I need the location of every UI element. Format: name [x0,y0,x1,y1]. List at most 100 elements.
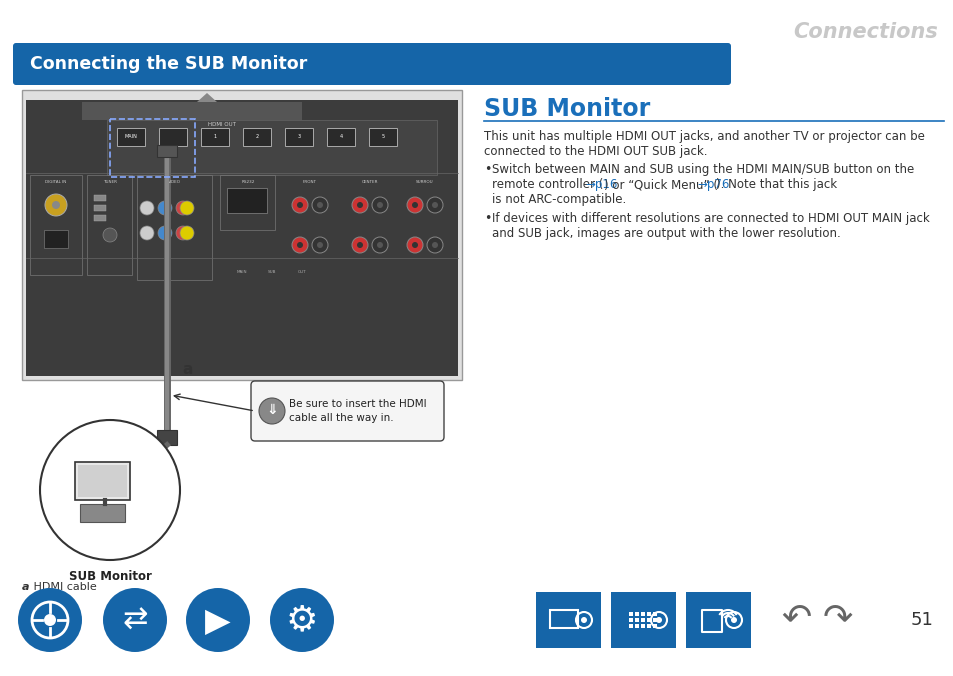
Text: connected to the HDMI OUT SUB jack.: connected to the HDMI OUT SUB jack. [483,145,707,158]
Circle shape [580,617,586,623]
Circle shape [40,420,180,560]
Bar [685,592,750,648]
Bar [157,145,177,157]
Circle shape [656,617,661,623]
Text: ) or “Quick Menu” (: ) or “Quick Menu” ( [603,178,721,191]
Bar [94,195,106,201]
Bar [243,128,271,146]
Text: 3: 3 [297,135,300,139]
Text: Connecting the SUB Monitor: Connecting the SUB Monitor [30,55,307,73]
Circle shape [372,197,388,213]
Text: ⇓: ⇓ [266,403,277,417]
Text: If devices with different resolutions are connected to HDMI OUT MAIN jack: If devices with different resolutions ar… [492,212,929,225]
Circle shape [312,197,328,213]
Text: MAIN: MAIN [125,135,137,139]
Text: →p16: →p16 [585,178,618,191]
Text: remote controller (: remote controller ( [492,178,606,191]
Bar [550,610,578,628]
Bar [628,612,633,616]
Text: ↶: ↶ [781,601,810,635]
Bar [82,102,302,120]
Circle shape [44,614,56,626]
Circle shape [270,588,334,652]
Circle shape [52,201,60,209]
Bar [94,215,106,221]
Circle shape [412,242,417,248]
Text: 51: 51 [909,611,932,629]
Circle shape [376,242,382,248]
FancyBboxPatch shape [13,43,730,85]
Circle shape [427,197,442,213]
Circle shape [140,226,153,240]
Bar [87,175,132,275]
Bar [227,188,267,213]
Text: SUB Monitor: SUB Monitor [483,97,650,121]
Circle shape [412,202,417,208]
Circle shape [432,202,437,208]
Circle shape [292,237,308,253]
Bar [635,612,639,616]
Circle shape [296,242,303,248]
Bar [327,128,355,146]
Bar [640,618,644,622]
Bar [30,175,82,275]
Bar [44,230,68,248]
Text: 4: 4 [339,135,342,139]
Bar [701,610,721,632]
Bar [628,618,633,622]
Text: 5: 5 [381,135,384,139]
Circle shape [432,242,437,248]
Text: ⚙: ⚙ [286,603,318,637]
Bar [107,120,436,175]
Text: This unit has multiple HDMI OUT jacks, and another TV or projector can be: This unit has multiple HDMI OUT jacks, a… [483,130,923,143]
Text: →p76: →p76 [697,178,729,191]
Bar [628,624,633,628]
Text: ↷: ↷ [822,601,852,635]
Text: SUB: SUB [268,270,276,274]
Text: MAIN: MAIN [236,270,247,274]
Bar [110,119,194,177]
Circle shape [296,202,303,208]
Circle shape [186,588,250,652]
Circle shape [45,194,67,216]
Bar [652,612,657,616]
Circle shape [158,226,172,240]
Bar [646,624,650,628]
Bar [22,90,461,380]
Circle shape [407,237,422,253]
Circle shape [407,197,422,213]
Text: ⇄: ⇄ [122,606,148,635]
Bar [94,205,106,211]
Text: CENTER: CENTER [361,180,377,184]
Text: HDMI cable: HDMI cable [30,582,96,592]
Circle shape [175,201,190,215]
Text: SURROU: SURROU [416,180,434,184]
Bar [652,618,657,622]
Text: 1: 1 [213,135,216,139]
Circle shape [352,197,368,213]
Circle shape [356,242,363,248]
Bar [26,100,457,376]
FancyBboxPatch shape [251,381,443,441]
Bar [640,624,644,628]
Circle shape [372,237,388,253]
Circle shape [18,588,82,652]
Polygon shape [196,93,216,102]
Circle shape [376,202,382,208]
Circle shape [316,242,323,248]
Bar [652,624,657,628]
Bar [75,462,130,500]
Text: •: • [483,163,491,176]
Text: Switch between MAIN and SUB using the HDMI MAIN/SUB button on the: Switch between MAIN and SUB using the HD… [492,163,913,176]
Bar [117,128,145,146]
Bar [635,624,639,628]
Text: 2: 2 [255,135,258,139]
Text: OUT: OUT [297,270,306,274]
Circle shape [180,201,193,215]
Circle shape [158,201,172,215]
Text: FRONT: FRONT [303,180,316,184]
Bar [610,592,676,648]
Text: SUB Monitor: SUB Monitor [69,570,152,583]
Bar [137,175,212,280]
Bar [80,504,125,522]
